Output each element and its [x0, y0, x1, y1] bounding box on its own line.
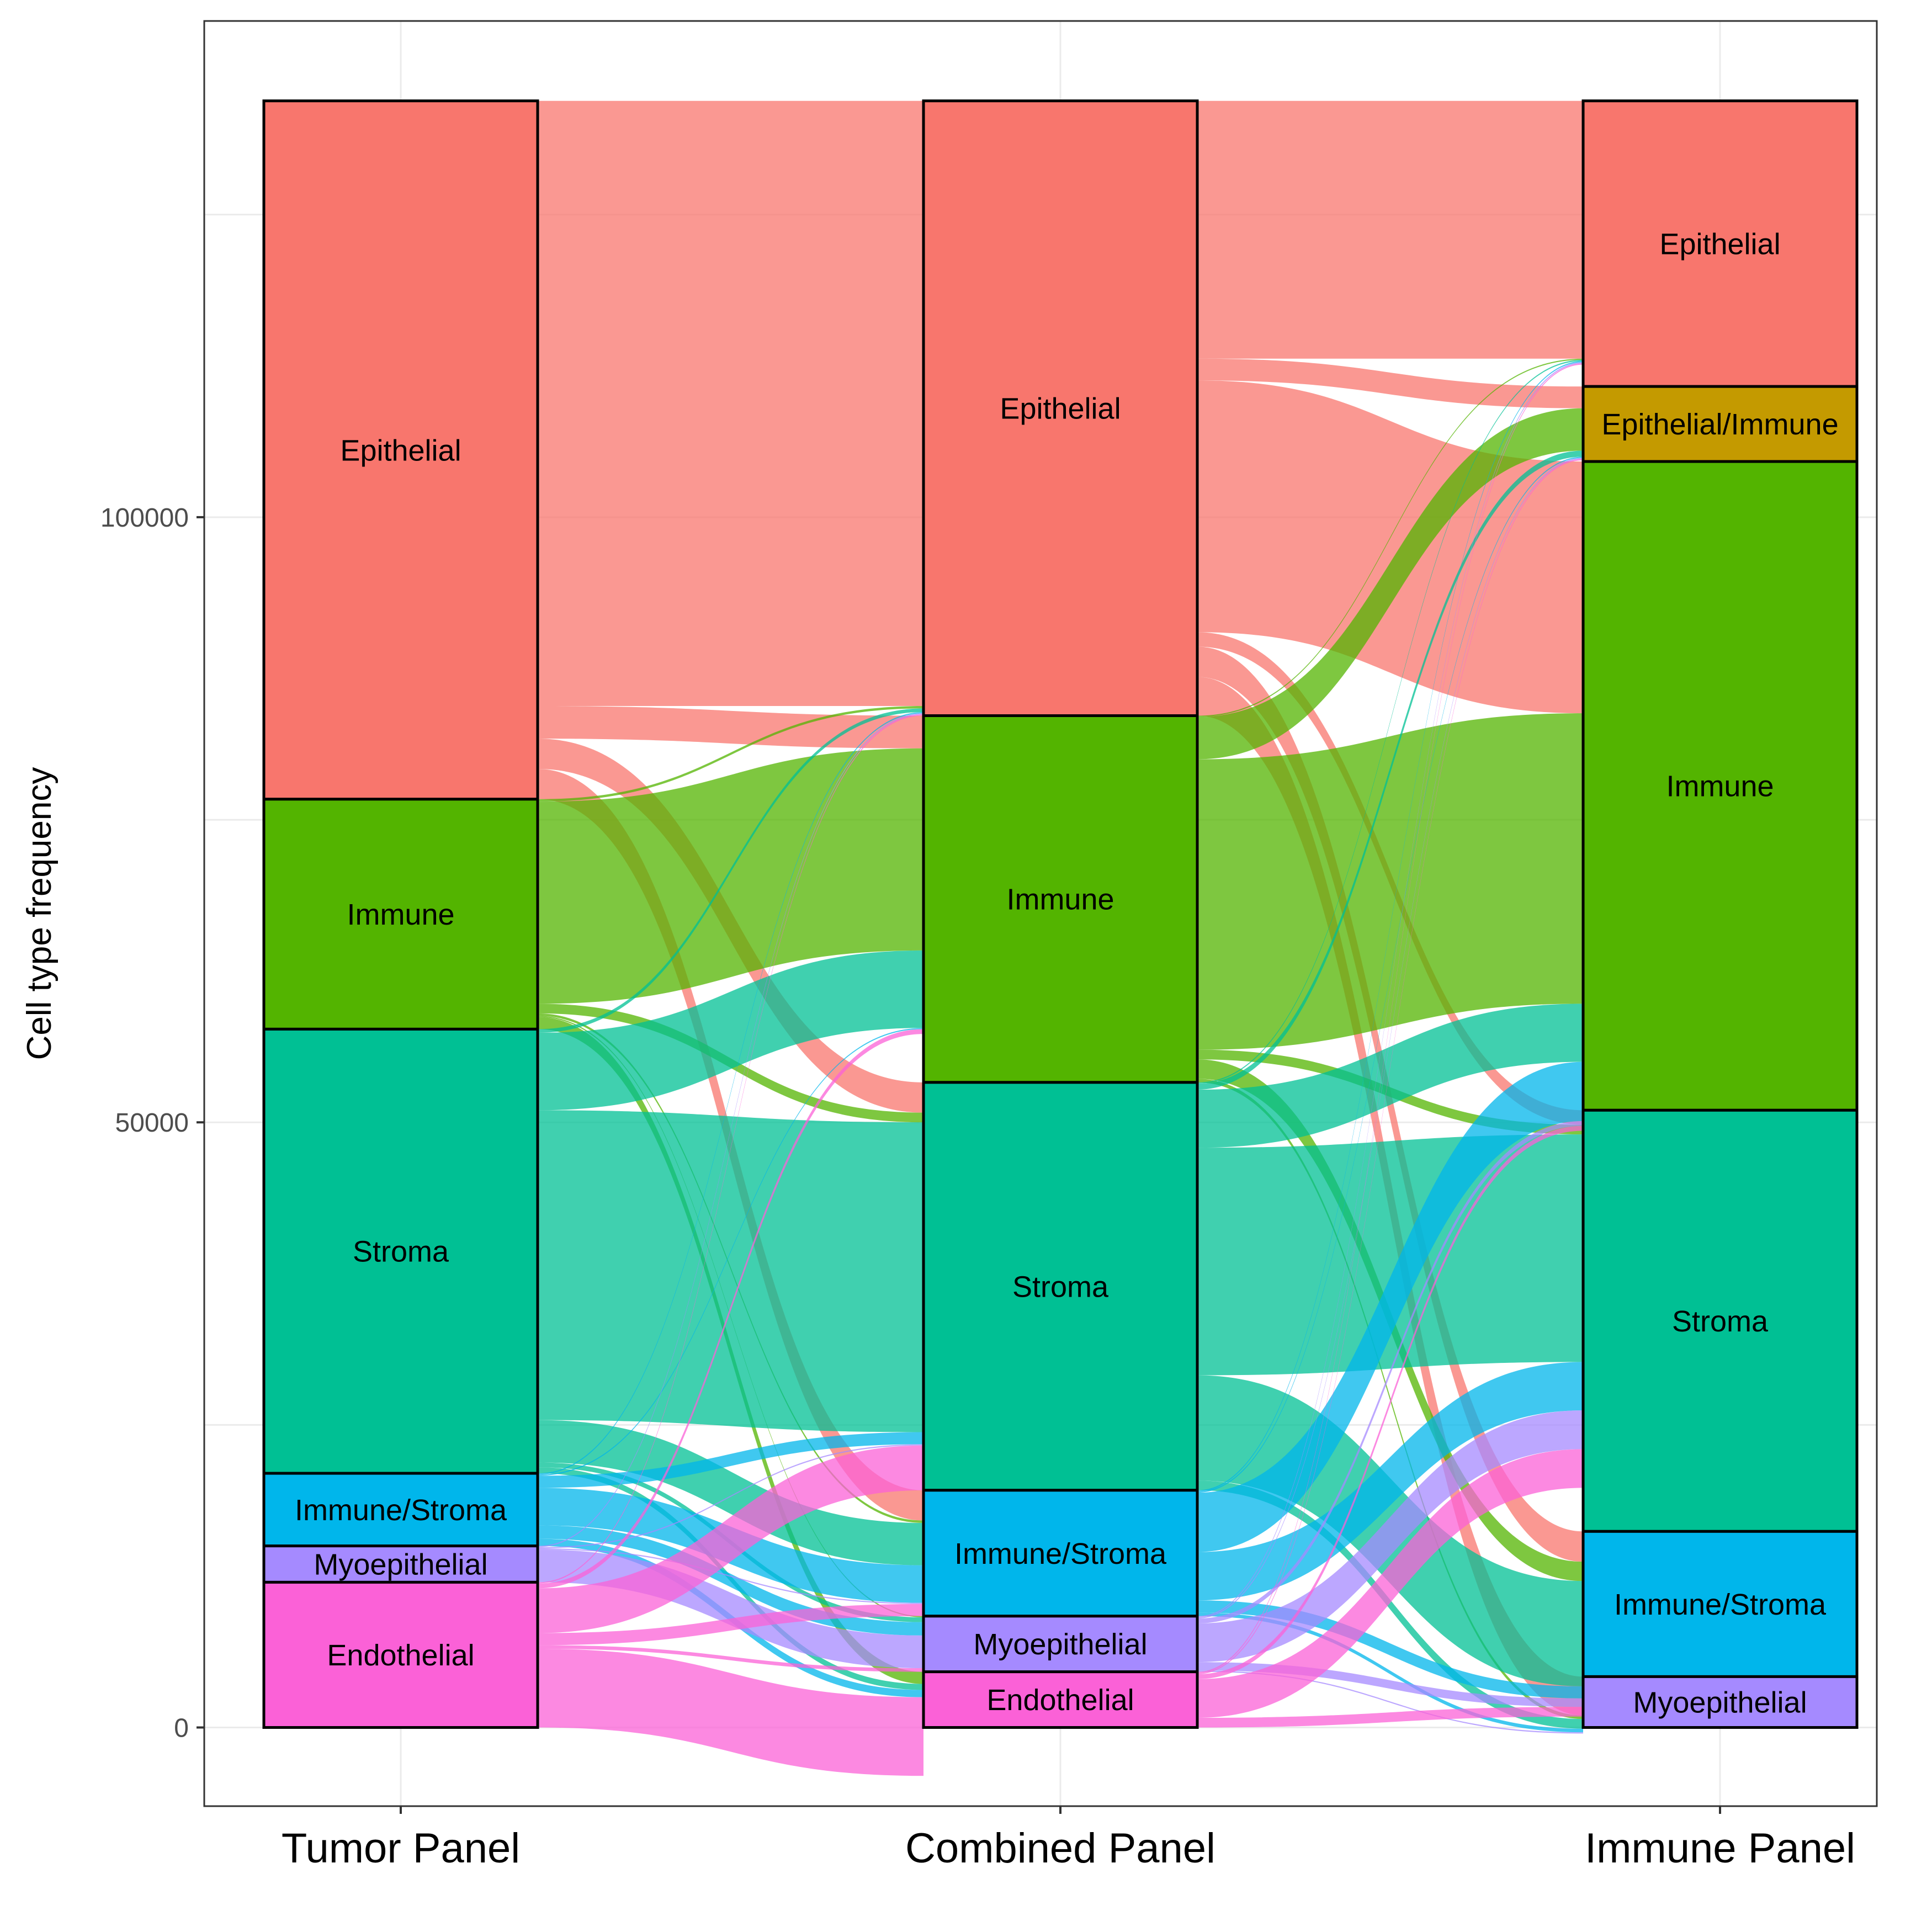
flow-immune-to-epithelial [1197, 358, 1583, 717]
stratum-label-combined-panel-epithelial: Epithelial [1000, 392, 1121, 426]
flow-myoepithelial-to-immune-stroma [538, 1548, 923, 1604]
stratum-immune-panel-immune [1581, 460, 1859, 1112]
stratum-label-combined-panel-immune: Immune [1006, 883, 1114, 916]
flow-immune-stroma-to-immune-stroma [1197, 1600, 1583, 1699]
flow-endothelial-to-immune-stroma [1197, 1707, 1583, 1728]
flow-endothelial-to-immune-stroma [538, 1604, 923, 1646]
stratum-label-combined-panel-endothelial: Endothelial [986, 1684, 1134, 1717]
flow-immune-to-epithelial [538, 705, 923, 802]
flow-immune-stroma-to-myoepithelial [1197, 1612, 1583, 1733]
flow-endothelial-to-stroma [1197, 1449, 1583, 1718]
stratum-label-tumor-panel-epithelial: Epithelial [340, 434, 461, 467]
flow-immune-stroma-to-epithelial-immune [1197, 457, 1583, 1493]
stratum-immune-panel-stroma [1581, 1108, 1859, 1533]
flow-immune-to-immune [538, 748, 923, 1004]
x-tick-label-combined-panel: Combined Panel [905, 1825, 1216, 1872]
flow-endothelial-to-epithelial [1197, 363, 1583, 1673]
x-tick-label-immune-panel: Immune Panel [1585, 1825, 1855, 1872]
panel-border [203, 20, 1878, 1807]
flow-stroma-to-stroma [538, 1110, 923, 1432]
stratum-label-immune-panel-stroma: Stroma [1672, 1305, 1769, 1338]
stratum-combined-panel-myoepithelial [922, 1615, 1199, 1674]
stratum-combined-panel-immune-stroma [922, 1489, 1199, 1618]
flow-epithelial-to-epithelial [538, 100, 923, 706]
flow-stroma-to-immune [1197, 1004, 1583, 1148]
stratum-combined-panel-immune [922, 714, 1199, 1084]
stratum-tumor-panel-endothelial [262, 1580, 539, 1729]
flow-endothelial-to-immune [1197, 1126, 1583, 1679]
stratum-immune-panel-immune-stroma [1581, 1530, 1859, 1678]
flow-immune-to-epithelial-immune [1197, 408, 1583, 760]
y-tick-label: 50000 [115, 1108, 189, 1138]
flow-endothelial-to-epithelial-immune [1197, 459, 1583, 1675]
stratum-label-immune-panel-immune: Immune [1666, 770, 1774, 803]
stratum-label-tumor-panel-endothelial: Endothelial [327, 1639, 474, 1672]
flow-myoepithelial-to-epithelial-immune [1197, 458, 1583, 1619]
flow-myoepithelial-to-immune [1197, 1121, 1583, 1623]
flow-immune-stroma-to-immune [538, 1028, 923, 1476]
flow-endothelial-to-immune [538, 1029, 923, 1589]
stratum-label-immune-panel-epithelial-immune: Epithelial/Immune [1601, 408, 1838, 441]
flow-endothelial-to-stroma [538, 1445, 923, 1633]
flow-immune-stroma-to-stroma [538, 1432, 923, 1488]
flow-immune-stroma-to-epithelial [538, 712, 923, 1475]
flow-myoepithelial-to-epithelial [538, 713, 923, 1547]
stratum-label-combined-panel-stroma: Stroma [1012, 1270, 1109, 1303]
stratum-label-tumor-panel-immune: Immune [347, 898, 454, 931]
flow-epithelial-to-immune [538, 705, 923, 749]
flow-endothelial-to-epithelial [538, 714, 923, 1584]
flow-immune-to-immune [1197, 713, 1583, 1050]
stratum-label-immune-panel-epithelial: Epithelial [1659, 227, 1780, 261]
stratum-tumor-panel-stroma [262, 1027, 539, 1475]
stratum-label-tumor-panel-stroma: Stroma [353, 1235, 449, 1268]
flow-immune-stroma-to-myoepithelial [538, 1525, 923, 1636]
flow-immune-to-myoepithelial [1197, 1079, 1583, 1719]
flow-immune-stroma-to-immune [1197, 1061, 1583, 1552]
flow-myoepithelial-to-stroma [1197, 1410, 1583, 1663]
stratum-immune-panel-epithelial [1581, 99, 1859, 388]
flow-stroma-to-immune-stroma [538, 1420, 923, 1565]
stratum-combined-panel-stroma [922, 1081, 1199, 1492]
stratum-label-tumor-panel-immune-stroma: Immune/Stroma [295, 1494, 507, 1527]
flow-layer [538, 100, 1583, 1776]
flow-myoepithelial-to-epithelial [1197, 362, 1583, 1617]
flow-stroma-to-epithelial [1197, 359, 1583, 1084]
stratum-combined-panel-epithelial [922, 99, 1199, 718]
flow-endothelial-to-myoepithelial [538, 1645, 923, 1672]
flow-stroma-to-immune [538, 950, 923, 1111]
y-tick-label: 100000 [100, 503, 189, 533]
flow-epithelial-to-epithelial-immune [1197, 358, 1583, 408]
stratum-combined-panel-endothelial [922, 1670, 1199, 1729]
stratum-label-tumor-panel-myoepithelial: Myoepithelial [314, 1548, 487, 1581]
axis-layer: 0 50000 100000 Tumor Panel Combined Panel Imm… [100, 503, 1855, 1872]
stratum-label-combined-panel-immune-stroma: Immune/Stroma [954, 1537, 1167, 1570]
flow-immune-stroma-to-epithelial [1197, 361, 1583, 1492]
stratum-immune-panel-myoepithelial [1581, 1675, 1859, 1729]
flow-immune-stroma-to-stroma [1197, 1362, 1583, 1601]
x-tick-label-tumor-panel: Tumor Panel [282, 1825, 520, 1872]
y-axis-title: Cell type frequency [20, 767, 59, 1060]
flow-stroma-to-myoepithelial [1197, 1480, 1583, 1729]
stratum-tumor-panel-immune-stroma [262, 1472, 539, 1548]
stratum-tumor-panel-epithelial [262, 99, 539, 801]
stratum-tumor-panel-myoepithelial [262, 1544, 539, 1584]
stratum-label-immune-panel-myoepithelial: Myoepithelial [1633, 1686, 1807, 1719]
stratum-label-immune-panel-immune-stroma: Immune/Stroma [1614, 1588, 1827, 1621]
stratum-layer: Epithelial Immune Stroma Immune/Stroma Myoep… [262, 99, 1859, 1729]
stratum-tumor-panel-immune [262, 798, 539, 1031]
y-tick-label: 0 [174, 1713, 189, 1743]
flow-stroma-to-stroma [1197, 1134, 1583, 1376]
flow-stroma-to-epithelial-immune [1197, 450, 1583, 1090]
flow-endothelial-to-endothelial [538, 1648, 923, 1776]
flow-myoepithelial-to-stroma [538, 1444, 923, 1548]
stratum-label-combined-panel-myoepithelial: Myoepithelial [973, 1628, 1147, 1661]
flow-epithelial-to-epithelial [1197, 100, 1583, 359]
flow-stroma-to-epithelial [538, 708, 923, 1033]
flow-myoepithelial-to-myoepithelial [1197, 1670, 1583, 1734]
